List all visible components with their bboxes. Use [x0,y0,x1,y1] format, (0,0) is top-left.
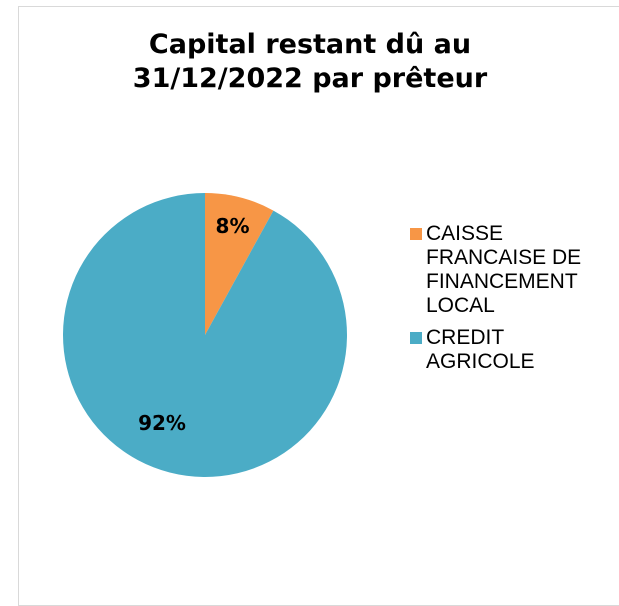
legend-swatch [410,228,422,240]
data-label: 8% [216,214,250,238]
legend-label: CAISSE FRANCAISE DE FINANCEMENT LOCAL [426,222,582,317]
pie-slice [62,193,347,478]
legend-entry: CREDIT AGRICOLE [410,326,610,374]
pie-chart: 8% 92% [62,193,347,478]
pie-slice [205,193,274,335]
legend-label: CREDIT AGRICOLE [426,326,535,373]
page: Capital restant dû au 31/12/2022 par prê… [18,6,619,606]
chart-title: Capital restant dû au 31/12/2022 par prê… [132,29,488,94]
data-label: 92% [138,411,186,435]
legend: CAISSE FRANCAISE DE FINANCEMENT LOCAL CRE… [410,222,610,382]
legend-swatch [410,332,422,344]
legend-entry: CAISSE FRANCAISE DE FINANCEMENT LOCAL [410,222,610,318]
